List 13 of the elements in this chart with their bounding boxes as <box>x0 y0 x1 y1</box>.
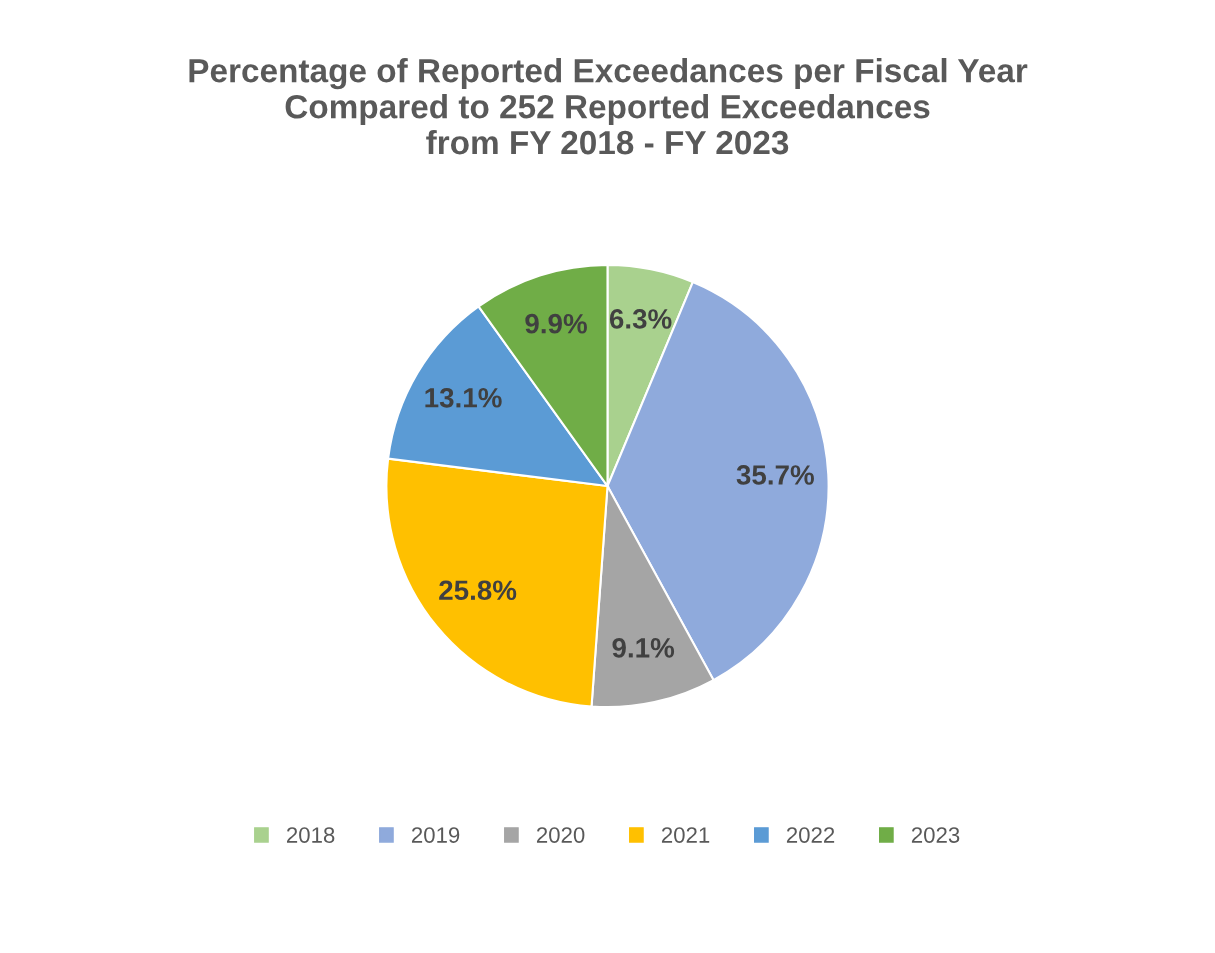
legend-label: 2018 <box>286 827 335 843</box>
data-label: 25.8% <box>439 580 517 601</box>
data-label: 13.1% <box>425 387 502 408</box>
legend-label: 2020 <box>536 827 585 843</box>
legend-label: 2023 <box>911 827 960 843</box>
data-label: 6.3% <box>609 309 672 329</box>
legend-label: 2021 <box>661 827 710 843</box>
data-label: 9.1% <box>612 638 675 658</box>
legend-label: 2019 <box>411 827 460 843</box>
chart-title: Percentage of Reported Exceedances per Fiscal Year Compared to 252 Reported Exceedances from FY 2018 - FY 2023 <box>189 57 1028 155</box>
data-label: 9.9% <box>525 313 587 334</box>
legend-label: 2022 <box>786 827 835 843</box>
data-label: 35.7% <box>736 465 814 485</box>
